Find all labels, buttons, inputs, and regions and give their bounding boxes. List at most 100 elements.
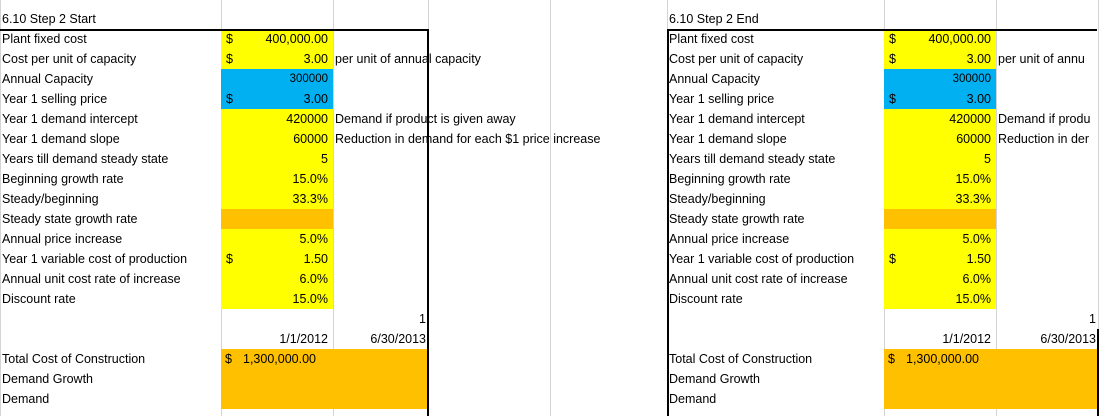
output-cell[interactable]: [884, 389, 1098, 409]
note-cell: [333, 249, 335, 269]
date-start[interactable]: 1/1/2012: [279, 332, 328, 346]
input-row: Year 1 selling price $ 3.00: [0, 89, 440, 109]
date-start[interactable]: 1/1/2012: [942, 332, 991, 346]
value-cell[interactable]: 5: [914, 149, 996, 169]
date-end[interactable]: 6/30/2013: [1040, 332, 1096, 346]
note-cell: [333, 209, 335, 229]
currency-symbol: [221, 69, 251, 89]
value-cell[interactable]: 420000: [914, 109, 996, 129]
input-row: Year 1 demand slope 60000 Reduction in d…: [667, 129, 1101, 149]
value-cell[interactable]: 33.3%: [251, 189, 333, 209]
currency-symbol: [221, 209, 251, 229]
input-row: Steady/beginning 33.3%: [0, 189, 440, 209]
value-cell[interactable]: 15.0%: [914, 169, 996, 189]
value-cell[interactable]: 60000: [914, 129, 996, 149]
value-cell[interactable]: 3.00: [914, 89, 996, 109]
output-cell[interactable]: [221, 389, 428, 409]
output-cell[interactable]: [884, 369, 1098, 389]
value-cell[interactable]: 300000: [251, 69, 333, 89]
input-row: Steady/beginning 33.3%: [667, 189, 1101, 209]
row-label: Demand: [669, 392, 717, 406]
date-end[interactable]: 6/30/2013: [370, 332, 426, 346]
row-label: Year 1 variable cost of production: [2, 252, 188, 266]
note-cell: [996, 229, 998, 249]
block-border: [667, 29, 1097, 31]
note-cell: [333, 149, 335, 169]
value-cell[interactable]: 1.50: [914, 249, 996, 269]
input-row: Beginning growth rate 15.0%: [0, 169, 440, 189]
value-cell[interactable]: 3.00: [251, 89, 333, 109]
row-label: Annual unit cost rate of increase: [2, 272, 181, 286]
input-row: Discount rate 15.0%: [0, 289, 440, 309]
value-cell[interactable]: 5.0%: [914, 229, 996, 249]
value-cell[interactable]: 1.50: [251, 249, 333, 269]
value-cell[interactable]: 60000: [251, 129, 333, 149]
currency-symbol: $: [884, 349, 902, 369]
value-cell[interactable]: [251, 209, 333, 229]
row-label: Discount rate: [669, 292, 743, 306]
input-row: Years till demand steady state 5: [0, 149, 440, 169]
input-row: Annual unit cost rate of increase 6.0%: [0, 269, 440, 289]
period-number[interactable]: 1: [419, 312, 426, 326]
value-cell[interactable]: 3.00: [251, 49, 333, 69]
block-border: [1097, 329, 1099, 416]
period-number[interactable]: 1: [1089, 312, 1096, 326]
input-row: Annual Capacity 300000: [667, 69, 1101, 89]
value-cell[interactable]: [914, 209, 996, 229]
note-cell: [996, 149, 998, 169]
input-row: Annual Capacity 300000: [0, 69, 440, 89]
value-cell[interactable]: 300000: [914, 69, 996, 89]
row-label: Years till demand steady state: [669, 152, 836, 166]
value-cell[interactable]: 15.0%: [914, 289, 996, 309]
output-cell[interactable]: [221, 369, 428, 389]
note-cell: [333, 289, 335, 309]
value-cell[interactable]: 15.0%: [251, 169, 333, 189]
input-row: Years till demand steady state 5: [667, 149, 1101, 169]
row-label: Years till demand steady state: [2, 152, 169, 166]
currency-symbol: $: [221, 249, 251, 269]
gridline: [1098, 0, 1099, 416]
construction-cost-cell[interactable]: 1,300,000.00: [902, 349, 996, 369]
input-row: Year 1 variable cost of production $ 1.5…: [667, 249, 1101, 269]
value-cell[interactable]: 5.0%: [251, 229, 333, 249]
currency-symbol: [221, 289, 251, 309]
value-cell[interactable]: 3.00: [914, 49, 996, 69]
currency-symbol: $: [884, 89, 914, 109]
note-cell: [996, 89, 998, 109]
value-cell[interactable]: 33.3%: [914, 189, 996, 209]
input-row: Annual price increase 5.0%: [0, 229, 440, 249]
row-label: Year 1 demand slope: [669, 132, 787, 146]
note-cell: [996, 269, 998, 289]
construction-cost-cell[interactable]: 1,300,000.00: [239, 349, 333, 369]
row-label: Cost per unit of capacity: [2, 52, 137, 66]
value-cell[interactable]: 6.0%: [914, 269, 996, 289]
value-cell[interactable]: 400,000.00: [914, 29, 996, 49]
input-row: Steady state growth rate: [0, 209, 440, 229]
currency-symbol: [884, 269, 914, 289]
value-cell[interactable]: 400,000.00: [251, 29, 333, 49]
note-cell: [333, 169, 335, 189]
value-cell[interactable]: 5: [251, 149, 333, 169]
note-cell: [333, 229, 335, 249]
currency-symbol: [221, 129, 251, 149]
note-cell: [333, 89, 335, 109]
value-cell[interactable]: 6.0%: [251, 269, 333, 289]
row-label: Steady/beginning: [669, 192, 766, 206]
row-label: Demand: [2, 392, 50, 406]
output-cell[interactable]: [996, 349, 1098, 369]
input-row: Year 1 demand slope 60000 Reduction in d…: [0, 129, 600, 149]
currency-symbol: [884, 169, 914, 189]
value-cell[interactable]: 15.0%: [251, 289, 333, 309]
row-label: Annual Capacity: [2, 72, 94, 86]
row-label: Year 1 variable cost of production: [669, 252, 855, 266]
block-title: 6.10 Step 2 Start: [2, 12, 96, 26]
block-title: 6.10 Step 2 End: [669, 12, 759, 26]
value-cell[interactable]: 420000: [251, 109, 333, 129]
note-cell: Demand if produ: [998, 112, 1091, 126]
currency-symbol: [221, 169, 251, 189]
note-cell: [996, 289, 998, 309]
output-cell[interactable]: [333, 349, 428, 369]
input-row: Annual price increase 5.0%: [667, 229, 1101, 249]
note-cell: [333, 269, 335, 289]
